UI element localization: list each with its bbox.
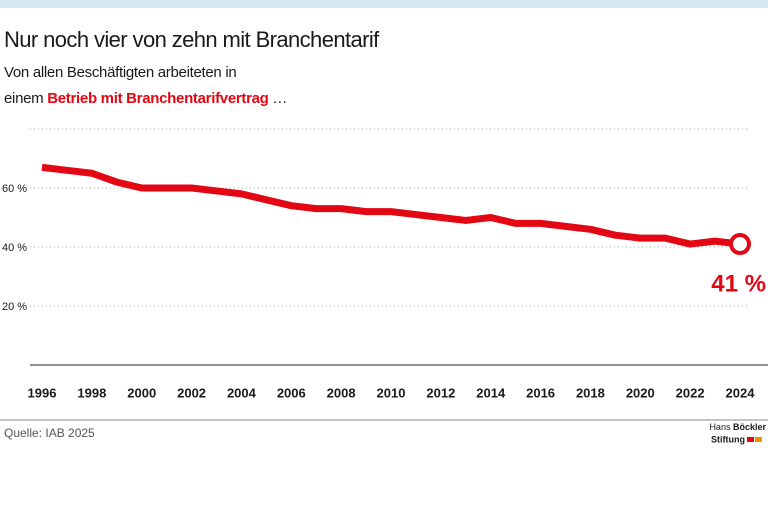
x-tick-label: 1998	[77, 385, 106, 400]
x-tick-label: 2014	[476, 385, 506, 400]
x-tick-label: 2004	[227, 385, 257, 400]
x-tick-label: 2002	[177, 385, 206, 400]
x-tick-label: 2012	[426, 385, 455, 400]
value-label: 41 %	[711, 270, 766, 297]
x-tick-label: 2006	[277, 385, 306, 400]
logo-part: Hans	[709, 422, 731, 432]
subtitle: einem Betrieb mit Branchentarifvertrag …	[4, 90, 287, 107]
x-tick-label: 2008	[327, 385, 356, 400]
y-tick-label: 40 %	[2, 242, 27, 254]
x-tick-label: 1996	[28, 385, 57, 400]
x-tick-label: 2000	[127, 385, 156, 400]
line	[41, 163, 741, 248]
top-bar	[0, 0, 768, 8]
x-tick-label: 2018	[576, 385, 605, 400]
source: Quelle: IAB 2025	[4, 426, 95, 440]
logo-mark	[747, 437, 754, 442]
end-marker	[729, 233, 751, 256]
x-tick-label: 2024	[726, 385, 756, 400]
logo-part: Böckler	[733, 422, 767, 432]
y-tick-label: 60 %	[2, 183, 27, 195]
x-tick-label: 2016	[526, 385, 555, 400]
x-tick-label: 2010	[377, 385, 406, 400]
x-tick-label: 2022	[676, 385, 705, 400]
logo: Hans Böckler	[709, 422, 766, 432]
logo-mark	[755, 437, 762, 442]
y-tick-label: 20 %	[2, 301, 27, 313]
subtitle-highlight: Betrieb mit Branchentarifvertrag	[47, 90, 268, 107]
subtitle: Von allen Beschäftigten arbeiteten in	[4, 64, 236, 81]
logo: Stiftung	[711, 434, 745, 444]
subtitle-part: einem	[4, 90, 43, 107]
subtitle-part: …	[272, 90, 287, 107]
chart-title: Nur noch vier von zehn mit Branchentarif	[4, 27, 380, 52]
x-tick-label: 2020	[626, 385, 655, 400]
